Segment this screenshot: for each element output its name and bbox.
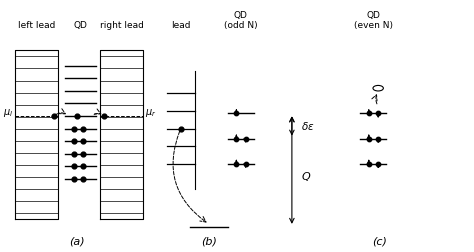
Text: $\mu_l$: $\mu_l$ (3, 107, 13, 119)
Point (365, 137, 373, 141)
Point (80, 139, 87, 143)
Point (80, 152, 87, 156)
Point (177, 127, 184, 131)
Text: left lead: left lead (18, 21, 55, 30)
Point (80, 164, 87, 168)
Point (365, 111, 373, 115)
Point (70, 177, 78, 181)
Text: (b): (b) (201, 237, 217, 247)
Point (100, 114, 108, 118)
Text: $\mu_r$: $\mu_r$ (145, 107, 157, 119)
Text: $\delta\varepsilon$: $\delta\varepsilon$ (301, 120, 315, 132)
Point (70, 127, 78, 131)
Text: QD: QD (73, 21, 87, 30)
Point (233, 162, 240, 166)
Point (233, 137, 240, 141)
Point (80, 177, 87, 181)
Point (365, 162, 373, 166)
Point (50, 114, 58, 118)
Point (70, 152, 78, 156)
Point (80, 127, 87, 131)
Text: $Q$: $Q$ (301, 170, 312, 183)
Point (374, 137, 382, 141)
Point (233, 111, 240, 115)
Point (374, 162, 382, 166)
Point (70, 164, 78, 168)
Text: QD
(odd N): QD (odd N) (224, 11, 257, 30)
Text: QD
(even N): QD (even N) (354, 11, 393, 30)
Point (70, 139, 78, 143)
Text: lead: lead (171, 21, 191, 30)
Point (242, 162, 249, 166)
Point (242, 137, 249, 141)
Text: (c): (c) (372, 237, 387, 247)
Text: right lead: right lead (100, 21, 144, 30)
Text: (a): (a) (69, 237, 84, 247)
Point (73, 114, 81, 118)
Point (374, 111, 382, 115)
